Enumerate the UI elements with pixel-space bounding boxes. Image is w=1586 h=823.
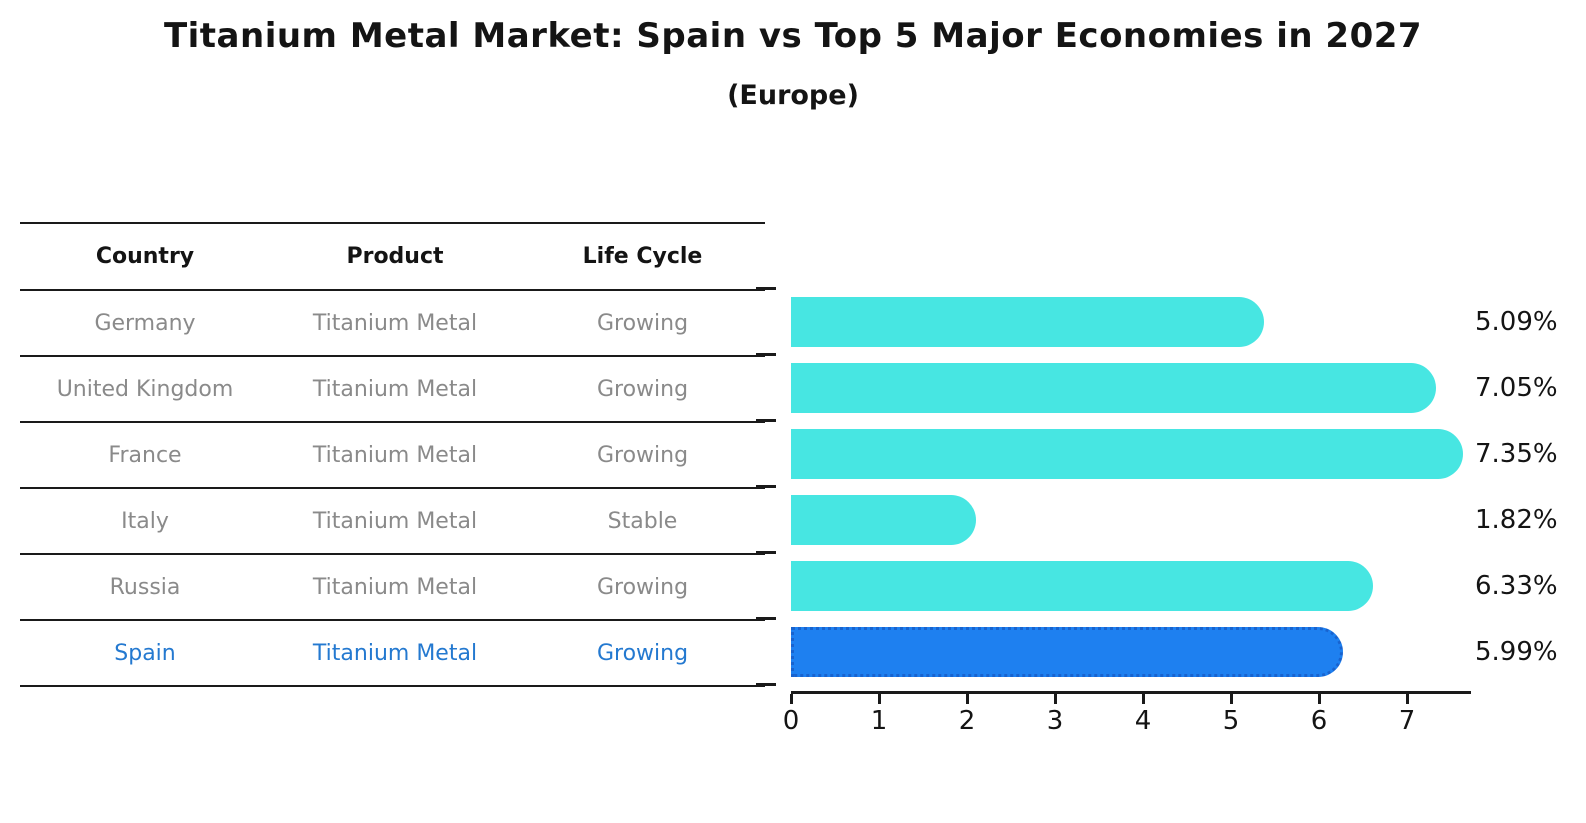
header-country: Country bbox=[95, 244, 195, 269]
cell-country: United Kingdom bbox=[56, 376, 234, 402]
cell-product: Titanium Metal bbox=[312, 508, 478, 534]
cell-product: Titanium Metal bbox=[312, 442, 478, 468]
header-product: Product bbox=[346, 244, 444, 269]
x-tick-label: 7 bbox=[1398, 706, 1416, 736]
x-tick-label: 0 bbox=[782, 706, 800, 736]
x-tick bbox=[790, 694, 793, 704]
x-tick-label: 4 bbox=[1134, 706, 1152, 736]
bar-italy bbox=[791, 495, 976, 545]
x-tick bbox=[878, 694, 881, 704]
x-tick-label: 6 bbox=[1310, 706, 1328, 736]
table-row: Italy Titanium Metal Stable bbox=[20, 489, 765, 555]
chart-title: Titanium Metal Market: Spain vs Top 5 Ma… bbox=[163, 16, 1423, 56]
cell-life-cycle: Growing bbox=[596, 574, 689, 600]
y-tick bbox=[756, 419, 776, 422]
x-tick-label: 1 bbox=[870, 706, 888, 736]
bar-value-label: 1.82% bbox=[1475, 505, 1558, 535]
bar-value-label: 7.05% bbox=[1475, 373, 1558, 403]
bar-united-kingdom bbox=[791, 363, 1436, 413]
y-tick bbox=[756, 617, 776, 620]
x-tick bbox=[1318, 694, 1321, 704]
table-header-row: Country Product Life Cycle bbox=[20, 224, 765, 291]
bar-germany bbox=[791, 297, 1264, 347]
bar-value-label: 7.35% bbox=[1475, 439, 1558, 469]
x-tick bbox=[1054, 694, 1057, 704]
x-tick-label: 2 bbox=[958, 706, 976, 736]
cell-life-cycle: Growing bbox=[596, 640, 689, 666]
bar-spain bbox=[791, 627, 1343, 677]
cell-product: Titanium Metal bbox=[312, 640, 478, 666]
y-tick bbox=[756, 683, 776, 686]
bar-value-label: 6.33% bbox=[1475, 571, 1558, 601]
cell-product: Titanium Metal bbox=[312, 376, 478, 402]
cell-country: Italy bbox=[121, 508, 169, 534]
x-tick bbox=[1406, 694, 1409, 704]
table-row: United Kingdom Titanium Metal Growing bbox=[20, 357, 765, 423]
x-tick bbox=[1230, 694, 1233, 704]
table-row: France Titanium Metal Growing bbox=[20, 423, 765, 489]
x-tick-label: 5 bbox=[1222, 706, 1240, 736]
table-row: Russia Titanium Metal Growing bbox=[20, 555, 765, 621]
country-table: Country Product Life Cycle Germany Titani… bbox=[20, 222, 765, 687]
bar-russia bbox=[791, 561, 1373, 611]
cell-country: France bbox=[108, 442, 182, 468]
y-tick bbox=[756, 353, 776, 356]
bar-value-label: 5.99% bbox=[1475, 637, 1558, 667]
cell-country: Russia bbox=[109, 574, 181, 600]
y-tick bbox=[756, 287, 776, 290]
cell-product: Titanium Metal bbox=[312, 574, 478, 600]
header-life-cycle: Life Cycle bbox=[582, 244, 703, 269]
bar-value-label: 5.09% bbox=[1475, 307, 1558, 337]
x-tick-label: 3 bbox=[1046, 706, 1064, 736]
x-tick bbox=[1142, 694, 1145, 704]
x-tick bbox=[966, 694, 969, 704]
y-tick bbox=[756, 485, 776, 488]
cell-product: Titanium Metal bbox=[312, 310, 478, 336]
table-row: Spain Titanium Metal Growing bbox=[20, 621, 765, 687]
cell-life-cycle: Stable bbox=[607, 508, 678, 534]
table-body: Germany Titanium Metal Growing United Kingd… bbox=[20, 291, 765, 687]
chart-subtitle: (Europe) bbox=[727, 80, 859, 111]
bar-france bbox=[791, 429, 1463, 479]
table-row: Germany Titanium Metal Growing bbox=[20, 291, 765, 357]
cell-country: Spain bbox=[114, 640, 176, 666]
x-axis-line bbox=[791, 691, 1471, 694]
cell-life-cycle: Growing bbox=[596, 442, 689, 468]
cell-life-cycle: Growing bbox=[596, 310, 689, 336]
cell-life-cycle: Growing bbox=[596, 376, 689, 402]
y-tick bbox=[756, 551, 776, 554]
cell-country: Germany bbox=[94, 310, 196, 336]
